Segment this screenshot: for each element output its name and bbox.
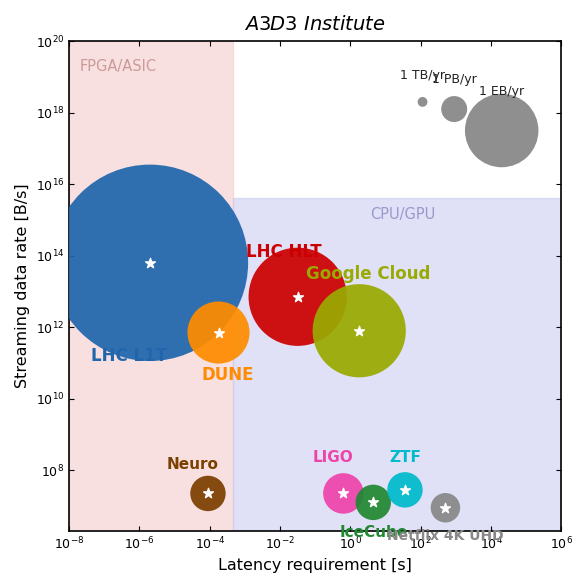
Text: 1 TB/yr: 1 TB/yr [400, 69, 445, 82]
X-axis label: Latency requirement [s]: Latency requirement [s] [218, 558, 412, 573]
Text: LHC HLT: LHC HLT [246, 243, 322, 261]
Text: 1 EB/yr: 1 EB/yr [479, 85, 524, 98]
Point [400, 485, 410, 495]
Y-axis label: Streaming data rate [B/s]: Streaming data rate [B/s] [15, 183, 30, 388]
Point [400, 485, 410, 495]
Point [449, 104, 459, 113]
Text: ZTF: ZTF [389, 450, 421, 465]
Point [369, 497, 378, 507]
Point [497, 126, 506, 135]
Text: FPGA/ASIC: FPGA/ASIC [79, 59, 156, 74]
Point [355, 326, 364, 335]
Point [145, 258, 155, 268]
Bar [233, 198, 562, 531]
Text: LIGO: LIGO [312, 450, 353, 465]
Text: Neuro: Neuro [166, 457, 218, 472]
Point [203, 489, 213, 498]
Point [214, 328, 223, 338]
Point [203, 489, 213, 498]
Text: Google Cloud: Google Cloud [306, 265, 430, 282]
Point [145, 258, 155, 268]
Bar [69, 41, 233, 531]
Point [214, 328, 223, 338]
Point [339, 489, 348, 498]
Text: LHC L1T: LHC L1T [91, 347, 167, 365]
Point [339, 489, 348, 498]
Point [440, 503, 450, 513]
Point [440, 503, 450, 513]
Point [293, 292, 302, 302]
Text: IceCube: IceCube [339, 525, 407, 540]
Text: CPU/GPU: CPU/GPU [370, 208, 436, 222]
Text: Netflix 4K UHD: Netflix 4K UHD [387, 529, 504, 543]
Point [355, 326, 364, 335]
Text: DUNE: DUNE [201, 366, 253, 385]
Point [369, 497, 378, 507]
Point [418, 97, 427, 106]
Title: $\bf{\mathit{A3D3}}$ $\mathit{Institute}$: $\bf{\mathit{A3D3}}$ $\mathit{Institute}… [245, 15, 386, 34]
Text: 1 PB/yr: 1 PB/yr [432, 73, 476, 86]
Point [293, 292, 302, 302]
